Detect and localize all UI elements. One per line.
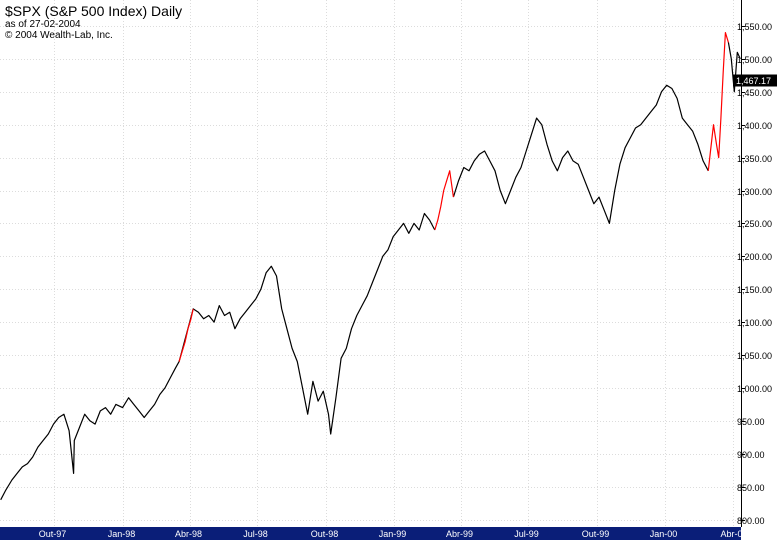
- y-tick-label: 1,100.00: [737, 318, 772, 328]
- x-tick-label: Jul-99: [514, 529, 539, 539]
- chart-title: $SPX (S&P 500 Index) Daily: [5, 3, 183, 19]
- x-tick-label: Out-99: [582, 529, 610, 539]
- copyright: © 2004 Wealth-Lab, Inc.: [5, 30, 113, 41]
- y-axis: 800.00 850.00 900.00 950.00 1,000.00 1,050.00…: [737, 22, 772, 526]
- y-tick-label: 850.00: [737, 483, 765, 493]
- x-tick-label: Jul-98: [243, 529, 268, 539]
- x-tick-label: Jan-00: [650, 529, 678, 539]
- time-axis-bar: [0, 527, 741, 540]
- price-series-black-1: [452, 84, 709, 224]
- x-tick-label: Out-98: [311, 529, 339, 539]
- y-tick-label: 1,550.00: [737, 22, 772, 32]
- x-tick-label: Jan-99: [379, 529, 407, 539]
- x-axis: Out-97 Jan-98 Abr-98 Jul-98 Out-98 Jan-99 Abr-…: [39, 529, 743, 539]
- x-tick-label: Abr-98: [175, 529, 202, 539]
- y-tick-label: 1,150.00: [737, 285, 772, 295]
- last-price-label: 1,467.17: [736, 76, 771, 86]
- x-tick-label: Abr-0: [720, 529, 742, 539]
- y-tick-label: 1,050.00: [737, 351, 772, 361]
- y-tick-label: 1,200.00: [737, 252, 772, 262]
- price-series-red-3: [178, 308, 194, 362]
- y-tick-label: 900.00: [737, 450, 765, 460]
- y-tick-label: 1,450.00: [737, 88, 772, 98]
- last-price-box: [733, 74, 777, 87]
- y-tick-label: 1,000.00: [737, 384, 772, 394]
- y-tick-label: 1,250.00: [737, 219, 772, 229]
- last-price-marker: 1,467.17: [733, 74, 777, 87]
- y-tick-label: 1,300.00: [737, 187, 772, 197]
- price-series-black-0: [0, 212, 436, 501]
- grid-lines: [0, 0, 741, 527]
- x-tick-label: Abr-99: [446, 529, 473, 539]
- y-tick-label: 1,350.00: [737, 154, 772, 164]
- y-tick-label: 1,400.00: [737, 121, 772, 131]
- as-of-date: as of 27-02-2004: [5, 19, 81, 30]
- price-series-black-2: [727, 42, 741, 93]
- price-series-red-4: [434, 170, 454, 231]
- series-group: [0, 31, 741, 501]
- plot-area: [0, 0, 741, 527]
- x-tick-label: Jan-98: [108, 529, 136, 539]
- y-tick-label: 800.00: [737, 516, 765, 526]
- y-tick-label: 1,500.00: [737, 55, 772, 65]
- x-tick-label: Out-97: [39, 529, 67, 539]
- price-series-red-5: [707, 31, 729, 171]
- y-tick-label: 950.00: [737, 417, 765, 427]
